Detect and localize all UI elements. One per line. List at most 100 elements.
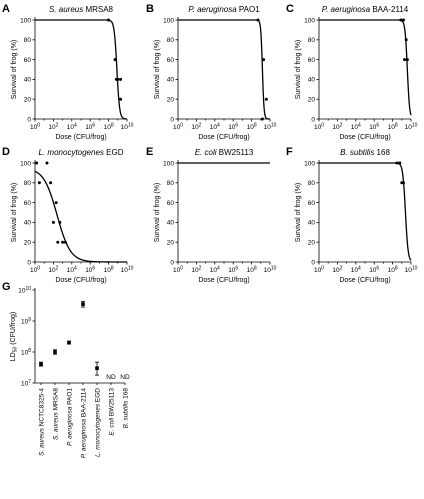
y-axis-label: LD50 (CFU/frog) [10,312,19,362]
fit-curve [319,19,412,116]
y-tick-label: 100 [163,160,174,167]
y-tick-label: 100 [163,17,174,24]
y-tick-label: 20 [308,97,316,104]
data-point [403,58,407,62]
tick-label: 102 [48,123,58,132]
y-tick-label: 0 [311,259,315,266]
tick-label: 1010 [121,266,134,275]
data-point [405,58,409,62]
tick-label: 100 [314,266,324,275]
tick-label: 108 [247,266,257,275]
panel-letter: G [2,281,11,293]
data-point [81,302,85,306]
tick-label: 106 [369,123,379,132]
tick-label: 1010 [121,123,134,132]
tick-label: 104 [351,266,361,275]
data-point [54,201,58,205]
y-tick-label: 0 [311,116,315,123]
y-tick-label: 100 [20,160,31,167]
y-tick-label: 40 [167,220,175,227]
x-axis-label: Dose (CFU/frog) [55,134,106,141]
y-tick-label: 100 [20,17,31,24]
tick-label: 1010 [264,123,277,132]
data-point [67,340,71,345]
y-axis-label: Survival of frog (%) [11,183,18,243]
tick-label: 108 [388,123,398,132]
panel-letter: B [146,3,154,15]
panel-title: P. aeruginosa PAO1 [188,5,260,14]
panel-title: B. subtilis 168 [340,148,390,157]
tick-label: 104 [210,266,220,275]
panel-letter: D [2,146,10,158]
tick-label: 100 [30,266,40,275]
tick-label: 109 [21,317,31,326]
data-point [119,77,123,81]
panel-title: S. aureus MRSA8 [49,5,114,14]
panel-e: E E. coli BW25113 0 20 40 60 80 100 100 102 104 106… [146,146,277,284]
x-axis-label: Dose (CFU/frog) [198,277,249,284]
tick-label: 100 [314,123,324,132]
y-tick-label: 80 [24,180,32,187]
panel-title: L. monocytogenes EGD [39,148,124,157]
y-axis-label: Survival of frog (%) [295,183,302,243]
tick-label: 107 [21,379,31,388]
y-tick-label: 40 [167,77,175,84]
y-tick-label: 0 [170,116,174,123]
y-tick-label: 60 [167,57,175,64]
panel-g: G 107 108 109 1010 LD50 (CFU/frog) S. aureus N… [2,281,130,458]
tick-label: 100 [173,266,183,275]
tick-label: 1010 [405,266,418,275]
tick-label: 104 [210,123,220,132]
y-tick-label: 80 [167,180,175,187]
data-point [58,220,62,224]
panel-a: A S. aureus MRSA8 0 20 40 60 80 100 100 102 104 106… [2,3,134,141]
y-tick-label: 60 [24,200,32,207]
panel-f: F B. subtilis 168 0 20 40 60 80 100 100 102 104 106… [286,146,418,284]
data-point [53,350,57,354]
y-tick-label: 80 [167,37,175,44]
panel-title: E. coli BW25113 [195,148,254,157]
y-axis-label: Survival of frog (%) [11,40,18,100]
data-point [262,58,266,62]
tick-label: 108 [104,266,114,275]
x-axis-label: Dose (CFU/frog) [55,277,106,284]
panel-letter: A [2,3,10,15]
y-tick-label: 0 [27,116,31,123]
tick-label: 100 [30,123,40,132]
fit-curve [35,19,128,120]
data-point [404,38,408,42]
x-axis-label: Dose (CFU/frog) [198,134,249,141]
y-tick-label: 100 [304,160,315,167]
panel-c: C P. aeruginosa BAA-2114 0 20 40 60 80 100 100 10… [286,3,418,141]
y-tick-label: 20 [24,97,32,104]
panel-letter: C [286,3,294,15]
tick-label: 106 [85,266,95,275]
panel-letter: F [286,146,293,158]
tick-label: 104 [67,123,77,132]
tick-label: 100 [173,123,183,132]
fit-curve [178,19,270,120]
x-axis-label: Dose (CFU/frog) [339,277,390,284]
y-tick-label: 60 [308,200,316,207]
panel-letter: E [146,146,153,158]
y-tick-label: 60 [167,200,175,207]
y-tick-label: 40 [24,220,32,227]
data-point [399,18,403,22]
data-point [401,181,405,185]
data-point [395,161,399,165]
panel-title: P. aeruginosa BAA-2114 [322,5,409,14]
panel-d: D L. monocytogenes EGD 0 20 40 60 80 100 100 102 1… [2,146,134,284]
category-label: P. aeruginosa PAO1 [66,388,73,446]
y-tick-label: 20 [167,97,175,104]
data-point [63,240,67,244]
data-point [113,58,117,62]
tick-label: 108 [388,266,398,275]
tick-label: 108 [21,348,31,357]
y-axis-label: Survival of frog (%) [154,183,161,243]
data-point [119,97,123,101]
category-label: B. subtilis 168 [122,388,129,429]
tick-label: 106 [228,123,238,132]
y-tick-label: 40 [308,220,316,227]
data-point [256,18,260,22]
